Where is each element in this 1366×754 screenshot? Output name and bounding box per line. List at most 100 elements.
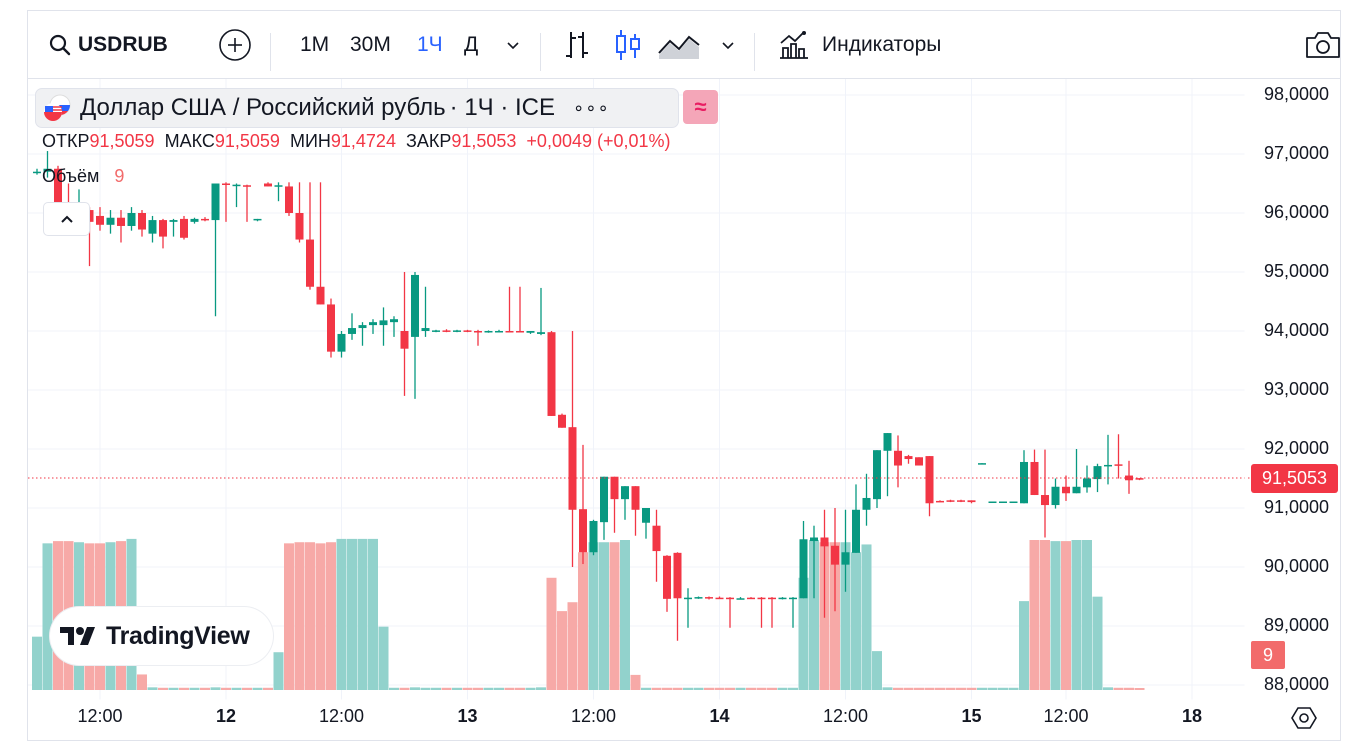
volume-bar (945, 687, 956, 690)
candle-body (967, 500, 976, 503)
chart-type-dropdown[interactable] (720, 11, 736, 78)
candle-body (925, 456, 934, 504)
candle-body (1041, 495, 1049, 506)
candle-body (568, 427, 577, 510)
candle-body (442, 330, 451, 332)
close-value: 91,5053 (451, 131, 517, 151)
volume-bar (284, 543, 294, 690)
candle-body (180, 218, 188, 238)
volume-bar (179, 687, 189, 690)
candle-body (778, 597, 787, 600)
area-chart-type-button[interactable] (658, 11, 700, 78)
candle-body (1009, 501, 1018, 504)
us-flag-icon (44, 94, 71, 121)
volume-bar (578, 552, 588, 690)
volume-bar (1061, 541, 1071, 690)
candle-body (295, 213, 304, 240)
screenshot-button[interactable] (1304, 11, 1342, 78)
more-options-button[interactable]: ∘∘∘ (573, 97, 610, 118)
settings-hexagon-icon (1291, 707, 1317, 729)
candle-body (799, 539, 808, 599)
bar-chart-type-button[interactable] (563, 11, 591, 78)
candle-body (432, 330, 440, 332)
candle-body (631, 486, 640, 510)
compare-symbol-button[interactable] (218, 11, 252, 78)
candle-body (673, 552, 682, 599)
volume-bar (378, 626, 389, 690)
candle-body (768, 597, 776, 600)
collapse-legend-button[interactable] (43, 202, 90, 236)
volume-bar (525, 687, 536, 690)
chart-settings-button[interactable] (1291, 705, 1317, 736)
volume-bar (462, 687, 473, 690)
volume-bar (620, 540, 630, 690)
candle-body (1114, 464, 1123, 466)
candle-body (1083, 478, 1091, 488)
candle-body (390, 319, 398, 323)
candles-chart-type-button[interactable] (614, 11, 642, 78)
indicators-icon (780, 30, 808, 59)
last-volume-badge: 9 (1251, 641, 1285, 669)
candle-body (411, 274, 419, 337)
volume-bar (315, 543, 326, 690)
candle-body (327, 304, 335, 352)
candle-body (663, 555, 671, 599)
interval-dropdown[interactable] (505, 11, 521, 78)
indicators-button[interactable]: Индикаторы (778, 11, 941, 78)
volume-bar (641, 687, 651, 690)
volume-bar (651, 687, 662, 690)
high-label: МАКС (164, 131, 215, 151)
candle-body (190, 218, 199, 222)
compare-indicator-button[interactable]: ≈ (683, 90, 718, 124)
candle-body (1030, 461, 1039, 496)
candle-body (138, 213, 146, 230)
volume-bar (546, 577, 557, 690)
symbol-search-button[interactable]: USDRUB (48, 11, 168, 78)
volume-bar (683, 687, 693, 690)
symbol-legend[interactable]: Доллар США / Российский рубль · 1Ч · ICE… (35, 88, 679, 128)
candle-body (285, 186, 293, 213)
candle-body (862, 497, 871, 510)
time-tick-label: 12 (215, 706, 237, 726)
volume-bar (1113, 687, 1124, 690)
volume-bar (914, 687, 924, 690)
bars-icon (566, 31, 588, 58)
candle-body (558, 414, 566, 428)
interval-1h[interactable]: 1Ч (417, 11, 443, 78)
price-tick-label: 88,0000 (1264, 674, 1330, 694)
candle-body (736, 598, 745, 600)
volume-bar (725, 687, 735, 690)
interval-30m[interactable]: 30М (350, 11, 391, 78)
search-icon (49, 34, 71, 55)
tradingview-logo-icon (60, 627, 95, 645)
volume-bar (452, 687, 462, 690)
chart-widget-frame (27, 10, 1341, 741)
candle-body (820, 537, 829, 547)
volume-bar (977, 687, 987, 690)
candle-body (1062, 486, 1070, 494)
volume-bar (515, 687, 525, 690)
tradingview-logo-link[interactable]: TradingView (50, 607, 273, 665)
interval-1d[interactable]: Д (464, 11, 478, 78)
volume-bar (536, 687, 546, 690)
price-tick-label: 95,0000 (1264, 261, 1330, 281)
candle-body (904, 456, 913, 460)
candle-body (54, 168, 62, 208)
candle-body (810, 537, 818, 542)
interval-1m[interactable]: 1М (300, 11, 329, 78)
time-tick-label: 12:00 (77, 706, 123, 726)
candle-body (621, 486, 629, 500)
volume-bar (714, 687, 725, 690)
volume-bar (599, 542, 609, 690)
volume-bar (630, 674, 641, 690)
candle-body (694, 597, 703, 599)
time-tick-label: 15 (961, 706, 982, 726)
candle-body (316, 286, 325, 305)
candle-body (652, 525, 661, 552)
volume-bar (431, 687, 441, 690)
candle-body (306, 239, 314, 287)
volume-bar (200, 687, 210, 690)
candle-body (526, 331, 535, 333)
candle-body (222, 183, 230, 185)
volume-bar (693, 687, 704, 690)
